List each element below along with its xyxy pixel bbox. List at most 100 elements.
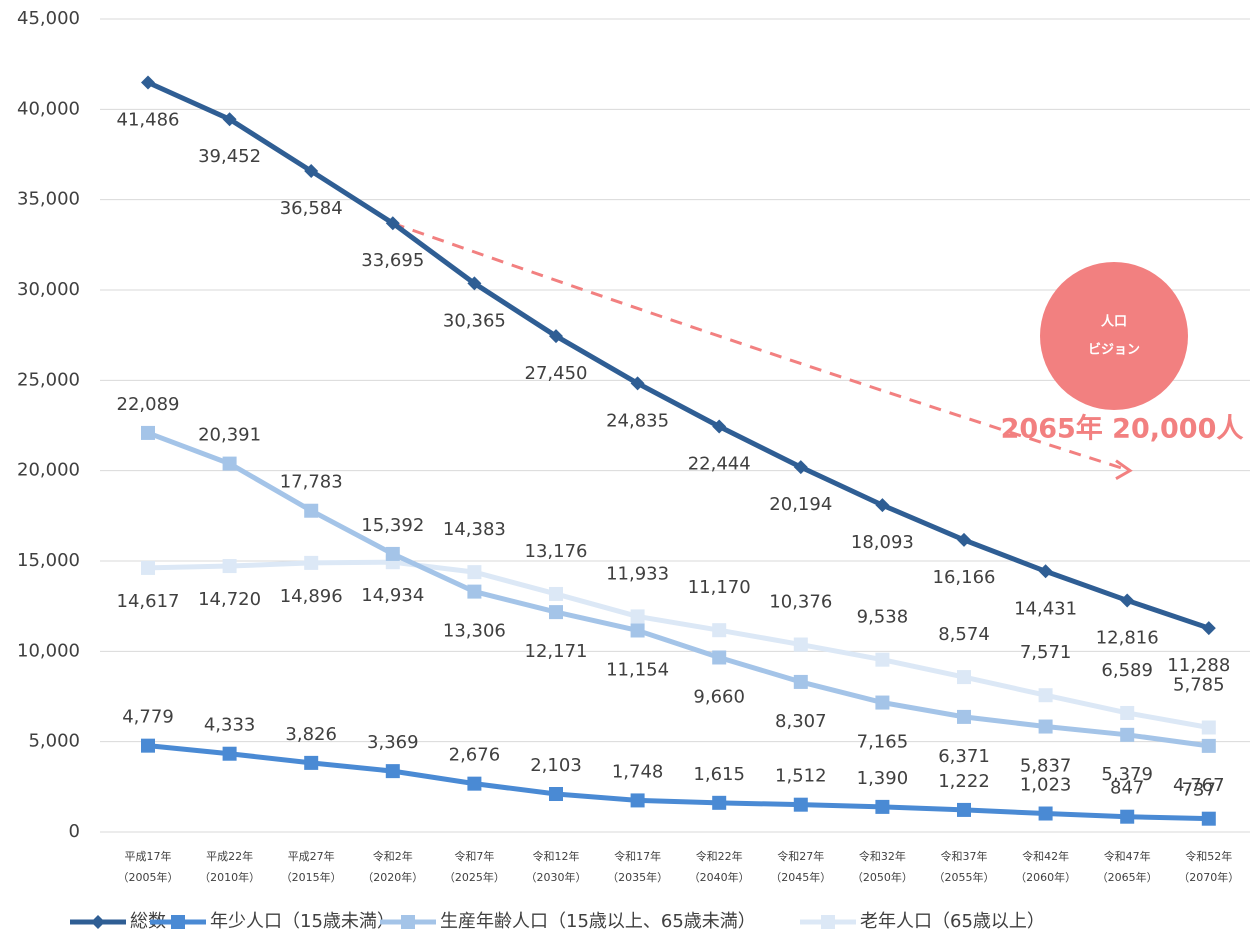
vision-circle — [1040, 262, 1188, 410]
point — [1120, 727, 1135, 742]
point — [304, 503, 319, 518]
x-tick-label: （2015年） — [281, 870, 342, 884]
x-tick-label: 平成17年 — [125, 849, 172, 863]
data-label: 1,615 — [693, 764, 745, 785]
legend-marker — [821, 915, 835, 929]
data-label: 3,369 — [367, 732, 419, 753]
data-label: 2,676 — [449, 745, 501, 766]
point — [467, 776, 482, 791]
data-label: 4,767 — [1173, 775, 1225, 796]
data-label: 20,194 — [769, 494, 832, 515]
series-line — [147, 430, 1210, 749]
point — [222, 112, 237, 127]
vision-circle-text: 人口 — [1101, 314, 1127, 330]
x-tick-label: （2010年） — [199, 870, 260, 884]
data-label: 17,783 — [280, 472, 343, 493]
x-tick-label: （2060年） — [1015, 870, 1076, 884]
x-tick-label: （2005年） — [118, 870, 179, 884]
point — [1038, 806, 1053, 821]
x-tick-label: 令和12年 — [533, 849, 580, 863]
point — [222, 746, 237, 761]
data-label: 15,392 — [361, 515, 424, 536]
point — [549, 605, 563, 620]
data-label: 1,222 — [938, 771, 990, 792]
data-label: 14,896 — [280, 586, 343, 607]
x-tick-label: 令和32年 — [859, 849, 906, 863]
data-label: 4,779 — [122, 707, 174, 728]
data-label: 6,589 — [1101, 660, 1153, 681]
data-label: 14,720 — [198, 589, 261, 610]
y-tick-label: 30,000 — [17, 279, 80, 300]
y-tick-label: 35,000 — [17, 189, 80, 210]
data-label: 33,695 — [361, 250, 424, 271]
point — [141, 75, 155, 90]
x-tick-label: 令和17年 — [614, 849, 661, 863]
point — [141, 560, 155, 575]
data-label: 11,170 — [688, 577, 751, 598]
data-label: 22,444 — [688, 454, 751, 475]
data-label: 8,574 — [938, 624, 990, 645]
point — [549, 787, 563, 802]
point — [630, 793, 645, 808]
data-label: 24,835 — [606, 410, 669, 431]
y-tick-label: 45,000 — [17, 8, 80, 29]
data-label: 14,617 — [117, 591, 180, 612]
data-label: 13,306 — [443, 621, 506, 642]
data-label: 13,176 — [525, 541, 588, 562]
data-label: 41,486 — [117, 109, 180, 130]
point — [1120, 593, 1135, 608]
point — [793, 637, 808, 652]
data-label: 16,166 — [933, 567, 996, 588]
data-label: 2,103 — [530, 755, 582, 776]
x-tick-label: （2040年） — [689, 870, 750, 884]
x-tick-label: 平成27年 — [288, 849, 335, 863]
data-label: 7,165 — [857, 732, 909, 753]
x-tick-label: 令和37年 — [941, 849, 988, 863]
point — [630, 623, 645, 638]
legend-label: 総数 — [130, 911, 166, 932]
series-line — [147, 743, 1209, 822]
point — [957, 670, 971, 685]
point — [957, 709, 971, 724]
point — [712, 623, 727, 638]
point — [222, 456, 237, 471]
point — [467, 276, 482, 291]
point — [1201, 720, 1216, 735]
data-label: 27,450 — [525, 363, 588, 384]
point — [1038, 564, 1053, 579]
legend-marker — [91, 915, 105, 929]
data-label: 12,171 — [525, 641, 588, 662]
y-tick-label: 25,000 — [17, 369, 80, 390]
data-label: 1,390 — [857, 768, 909, 789]
x-tick-label: 令和2年 — [373, 849, 413, 863]
data-label: 18,093 — [851, 532, 914, 553]
point — [385, 546, 400, 561]
y-tick-label: 5,000 — [28, 731, 80, 752]
legend-label: 生産年齢人口（15歳以上、65歳未満） — [440, 911, 756, 932]
point — [1038, 688, 1053, 703]
data-label: 22,089 — [117, 394, 180, 415]
point — [549, 329, 563, 344]
point — [712, 419, 727, 434]
point — [549, 586, 563, 601]
x-tick-label: 令和47年 — [1104, 849, 1151, 863]
x-tick-label: 令和52年 — [1185, 849, 1232, 863]
point — [385, 764, 400, 779]
point — [875, 799, 890, 814]
data-label: 20,391 — [198, 425, 261, 446]
point — [385, 216, 400, 231]
data-label: 1,512 — [775, 766, 827, 787]
point — [1120, 705, 1135, 720]
series-line — [147, 559, 1210, 730]
data-label: 12,816 — [1096, 627, 1159, 648]
data-label: 1,023 — [1020, 775, 1072, 796]
x-tick-label: 令和42年 — [1022, 849, 1069, 863]
data-label: 14,383 — [443, 519, 506, 540]
data-label: 847 — [1110, 778, 1144, 799]
data-label: 8,307 — [775, 711, 827, 732]
point — [875, 695, 890, 710]
point — [1120, 809, 1135, 824]
x-tick-label: （2055年） — [934, 870, 995, 884]
data-label: 14,934 — [361, 585, 424, 606]
data-label: 36,584 — [280, 198, 343, 219]
